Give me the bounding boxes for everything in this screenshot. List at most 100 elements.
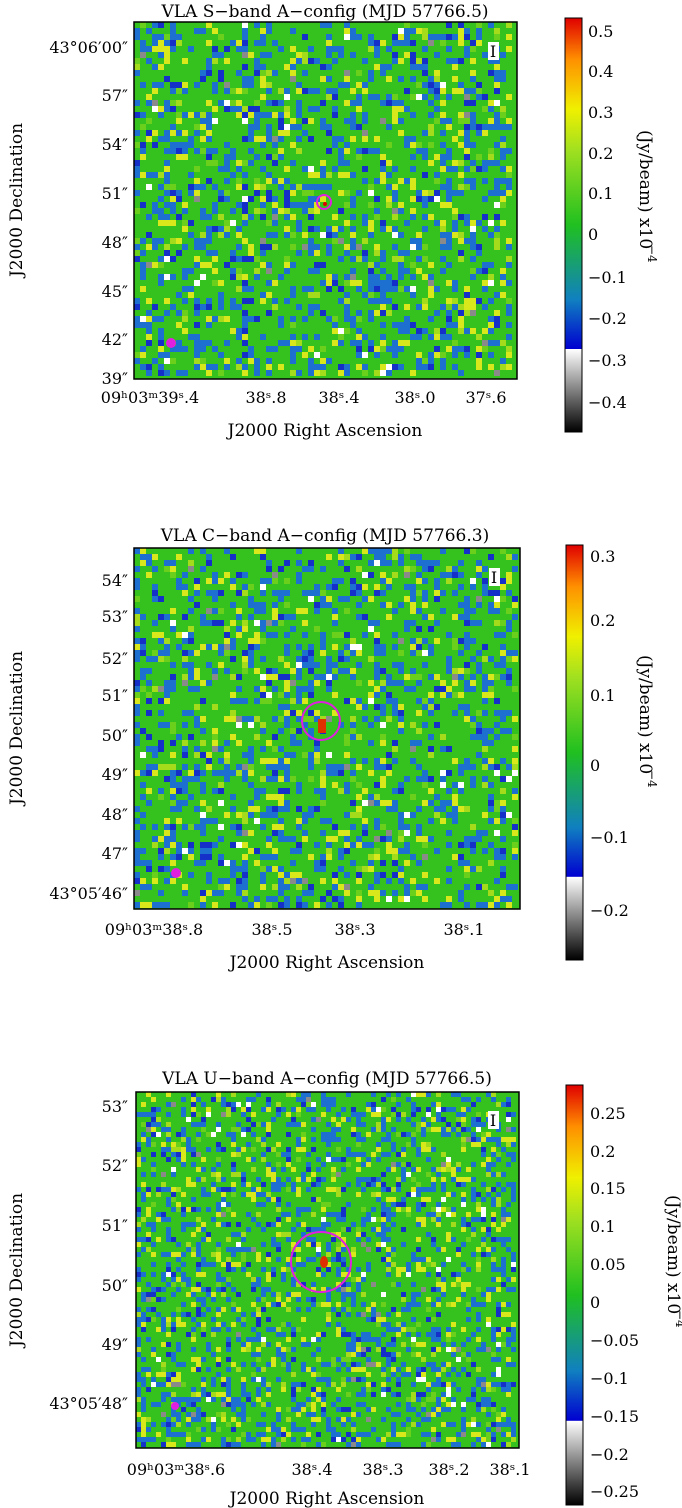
map-pixel <box>241 1322 246 1327</box>
map-pixel <box>332 896 338 902</box>
map-pixel <box>286 1187 291 1192</box>
map-pixel <box>284 94 290 100</box>
map-pixel <box>291 1387 296 1392</box>
map-pixel <box>422 560 428 566</box>
map-pixel <box>416 1127 421 1132</box>
map-pixel <box>218 370 224 376</box>
x-tick-label: 09ʰ03ᵐ38ˢ.8 <box>105 920 203 939</box>
map-pixel <box>326 1302 331 1307</box>
map-pixel <box>308 560 314 566</box>
map-pixel <box>410 740 416 746</box>
map-pixel <box>276 1142 281 1147</box>
map-pixel <box>170 878 176 884</box>
map-pixel <box>301 1362 306 1367</box>
map-pixel <box>464 328 470 334</box>
map-pixel <box>236 1397 241 1402</box>
map-pixel <box>344 668 350 674</box>
map-pixel <box>452 322 458 328</box>
colorbar-tick-label: 0.5 <box>588 22 613 41</box>
map-pixel <box>440 142 446 148</box>
map-pixel <box>241 1362 246 1367</box>
map-pixel <box>221 1097 226 1102</box>
map-pixel <box>261 1142 266 1147</box>
map-pixel <box>440 226 446 232</box>
map-pixel <box>464 286 470 292</box>
map-pixel <box>136 1252 141 1257</box>
map-pixel <box>380 166 386 172</box>
map-pixel <box>236 878 242 884</box>
map-pixel <box>401 1267 406 1272</box>
map-pixel <box>500 848 506 854</box>
map-pixel <box>302 722 308 728</box>
map-pixel <box>366 1237 371 1242</box>
map-pixel <box>392 58 398 64</box>
map-pixel <box>266 1392 271 1397</box>
map-pixel <box>436 1402 441 1407</box>
map-pixel <box>336 1157 341 1162</box>
map-pixel <box>496 1372 501 1377</box>
map-pixel <box>241 1232 246 1237</box>
map-pixel <box>276 1102 281 1107</box>
map-pixel <box>218 166 224 172</box>
map-pixel <box>182 316 188 322</box>
map-pixel <box>476 1192 481 1197</box>
map-pixel <box>398 274 404 280</box>
map-pixel <box>458 650 464 656</box>
map-pixel <box>251 1197 256 1202</box>
map-pixel <box>246 1157 251 1162</box>
map-pixel <box>386 226 392 232</box>
map-pixel <box>200 232 206 238</box>
map-pixel <box>416 1372 421 1377</box>
map-pixel <box>321 1202 326 1207</box>
map-pixel <box>356 1167 361 1172</box>
map-pixel <box>271 1187 276 1192</box>
map-pixel <box>511 1382 516 1387</box>
map-pixel <box>200 262 206 268</box>
map-pixel <box>218 662 224 668</box>
map-pixel <box>216 1282 221 1287</box>
map-pixel <box>224 226 230 232</box>
map-pixel <box>491 1152 496 1157</box>
map-pixel <box>266 1287 271 1292</box>
map-pixel <box>152 584 158 590</box>
map-pixel <box>286 1212 291 1217</box>
map-pixel <box>446 34 452 40</box>
map-pixel <box>170 82 176 88</box>
map-pixel <box>512 746 518 752</box>
map-pixel <box>404 220 410 226</box>
map-pixel <box>331 1172 336 1177</box>
map-pixel <box>416 1167 421 1172</box>
map-pixel <box>188 794 194 800</box>
map-pixel <box>398 668 404 674</box>
map-pixel <box>272 668 278 674</box>
map-pixel <box>411 1382 416 1387</box>
map-pixel <box>236 70 242 76</box>
map-pixel <box>152 244 158 250</box>
map-pixel <box>464 596 470 602</box>
map-pixel <box>476 1317 481 1322</box>
map-pixel <box>428 280 434 286</box>
map-pixel <box>290 860 296 866</box>
map-pixel <box>500 674 506 680</box>
map-pixel <box>266 794 272 800</box>
map-pixel <box>206 1392 211 1397</box>
map-pixel <box>156 1187 161 1192</box>
map-pixel <box>368 184 374 190</box>
map-pixel <box>456 1387 461 1392</box>
map-pixel <box>242 238 248 244</box>
map-pixel <box>171 1237 176 1242</box>
map-pixel <box>206 100 212 106</box>
map-pixel <box>166 1227 171 1232</box>
map-pixel <box>456 1252 461 1257</box>
map-pixel <box>311 1402 316 1407</box>
map-pixel <box>301 1262 306 1267</box>
map-pixel <box>241 1317 246 1322</box>
map-pixel <box>488 800 494 806</box>
map-pixel <box>481 1402 486 1407</box>
map-pixel <box>188 286 194 292</box>
map-pixel <box>381 1212 386 1217</box>
map-pixel <box>344 292 350 298</box>
map-pixel <box>494 76 500 82</box>
map-pixel <box>486 1247 491 1252</box>
map-pixel <box>441 1197 446 1202</box>
